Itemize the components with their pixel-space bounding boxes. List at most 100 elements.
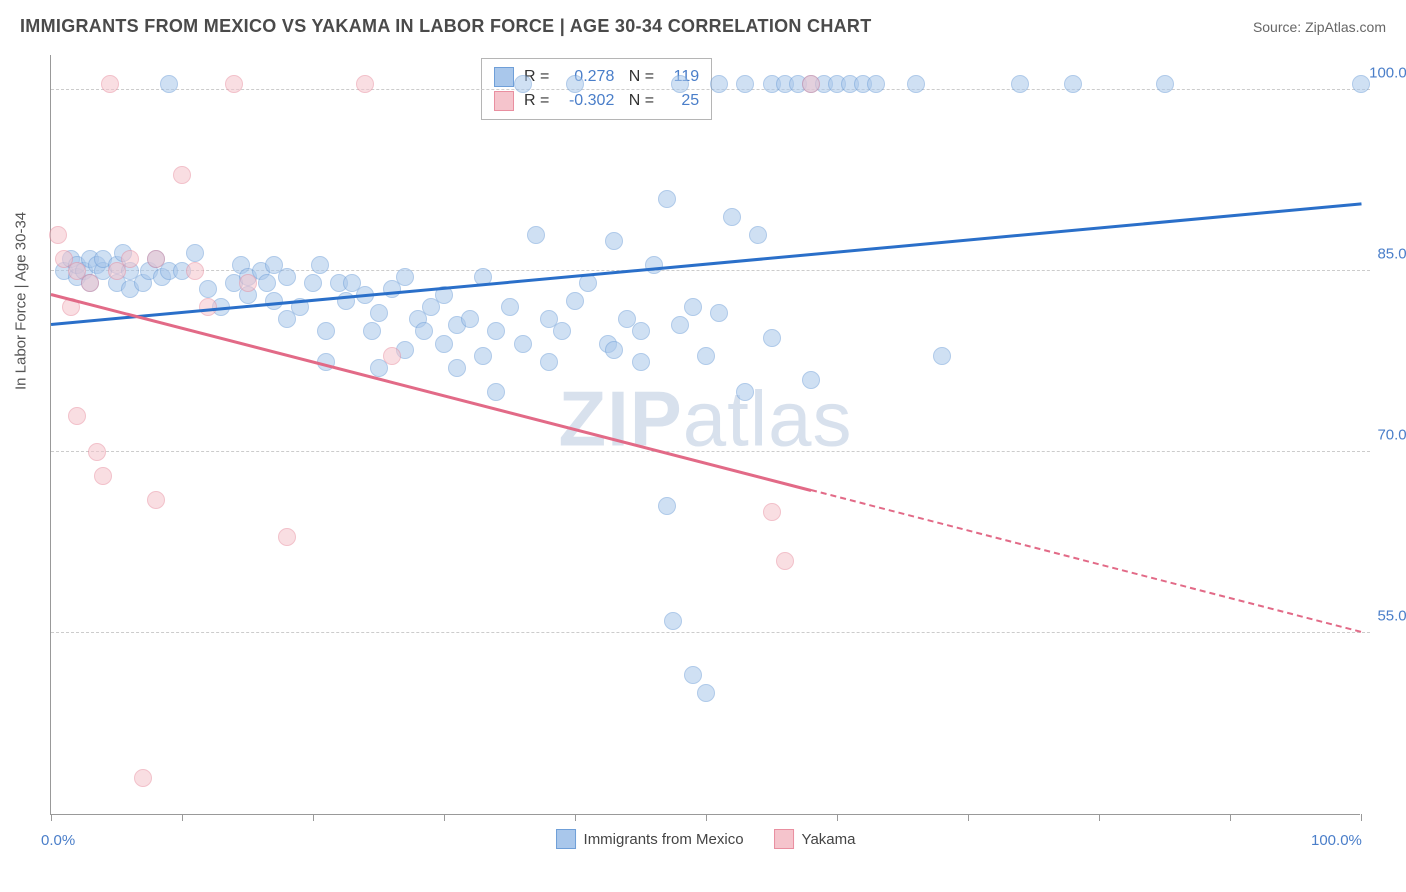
scatter-point xyxy=(710,75,728,93)
chart-title: IMMIGRANTS FROM MEXICO VS YAKAMA IN LABO… xyxy=(20,16,872,37)
y-tick-label: 70.0% xyxy=(1377,427,1406,444)
scatter-point xyxy=(763,329,781,347)
scatter-point xyxy=(514,335,532,353)
scatter-point xyxy=(684,298,702,316)
scatter-point xyxy=(632,322,650,340)
y-tick-label: 55.0% xyxy=(1377,608,1406,625)
scatter-point xyxy=(363,322,381,340)
legend-n-value: 25 xyxy=(664,92,699,110)
scatter-point xyxy=(802,371,820,389)
plot-area: ZIPatlas In Labor Force | Age 30-34 R =0… xyxy=(50,55,1360,815)
scatter-point xyxy=(88,443,106,461)
scatter-point xyxy=(736,75,754,93)
scatter-point xyxy=(566,292,584,310)
legend-swatch xyxy=(774,829,794,849)
legend-label: Immigrants from Mexico xyxy=(584,831,744,848)
scatter-point xyxy=(671,75,689,93)
x-tick xyxy=(313,814,314,821)
legend-n-label: N = xyxy=(624,92,654,110)
x-tick xyxy=(1099,814,1100,821)
scatter-point xyxy=(173,166,191,184)
x-tick xyxy=(444,814,445,821)
scatter-point xyxy=(933,347,951,365)
scatter-point xyxy=(723,208,741,226)
scatter-point xyxy=(1011,75,1029,93)
scatter-point xyxy=(1156,75,1174,93)
scatter-point xyxy=(461,310,479,328)
scatter-point xyxy=(304,274,322,292)
scatter-point xyxy=(671,316,689,334)
x-tick xyxy=(968,814,969,821)
scatter-point xyxy=(147,250,165,268)
legend-swatch xyxy=(556,829,576,849)
scatter-point xyxy=(776,552,794,570)
gridline xyxy=(51,632,1370,633)
scatter-point xyxy=(396,268,414,286)
scatter-point xyxy=(736,383,754,401)
scatter-point xyxy=(81,274,99,292)
scatter-point xyxy=(186,262,204,280)
scatter-point xyxy=(527,226,545,244)
scatter-point xyxy=(311,256,329,274)
scatter-point xyxy=(258,274,276,292)
scatter-point xyxy=(632,353,650,371)
scatter-point xyxy=(317,322,335,340)
scatter-point xyxy=(763,503,781,521)
legend-swatch xyxy=(494,91,514,111)
x-tick xyxy=(182,814,183,821)
scatter-point xyxy=(658,190,676,208)
gridline xyxy=(51,89,1370,90)
scatter-point xyxy=(415,322,433,340)
y-tick-label: 85.0% xyxy=(1377,246,1406,263)
scatter-point xyxy=(907,75,925,93)
series-legend: Immigrants from Mexico Yakama xyxy=(556,829,856,849)
scatter-point xyxy=(370,304,388,322)
legend-r-label: R = xyxy=(524,92,549,110)
scatter-point xyxy=(540,353,558,371)
legend-swatch xyxy=(494,67,514,87)
scatter-point xyxy=(514,75,532,93)
scatter-point xyxy=(68,407,86,425)
x-tick-label: 0.0% xyxy=(41,832,75,849)
scatter-point xyxy=(435,335,453,353)
scatter-point xyxy=(474,347,492,365)
trend-line xyxy=(51,293,811,491)
scatter-point xyxy=(501,298,519,316)
x-tick-label: 100.0% xyxy=(1311,832,1362,849)
scatter-point xyxy=(749,226,767,244)
scatter-point xyxy=(49,226,67,244)
scatter-point xyxy=(697,347,715,365)
scatter-point xyxy=(448,359,466,377)
scatter-point xyxy=(579,274,597,292)
legend-n-label: N = xyxy=(624,68,654,86)
trend-line xyxy=(811,489,1362,633)
y-axis-title: In Labor Force | Age 30-34 xyxy=(13,211,30,389)
scatter-point xyxy=(605,232,623,250)
scatter-point xyxy=(553,322,571,340)
scatter-point xyxy=(487,322,505,340)
scatter-point xyxy=(356,75,374,93)
scatter-point xyxy=(199,280,217,298)
scatter-point xyxy=(697,684,715,702)
scatter-point xyxy=(566,75,584,93)
scatter-point xyxy=(1064,75,1082,93)
scatter-point xyxy=(658,497,676,515)
x-tick xyxy=(51,814,52,821)
scatter-point xyxy=(278,528,296,546)
scatter-point xyxy=(278,268,296,286)
x-tick xyxy=(1361,814,1362,821)
scatter-point xyxy=(867,75,885,93)
legend-label: Yakama xyxy=(802,831,856,848)
legend-r-value: -0.302 xyxy=(559,92,614,110)
x-tick xyxy=(1230,814,1231,821)
scatter-point xyxy=(225,75,243,93)
x-tick xyxy=(575,814,576,821)
y-tick-label: 100.0% xyxy=(1369,65,1406,82)
scatter-point xyxy=(94,467,112,485)
scatter-point xyxy=(383,347,401,365)
scatter-point xyxy=(186,244,204,262)
scatter-point xyxy=(710,304,728,322)
scatter-point xyxy=(802,75,820,93)
legend-item: Immigrants from Mexico xyxy=(556,829,744,849)
scatter-point xyxy=(160,75,178,93)
